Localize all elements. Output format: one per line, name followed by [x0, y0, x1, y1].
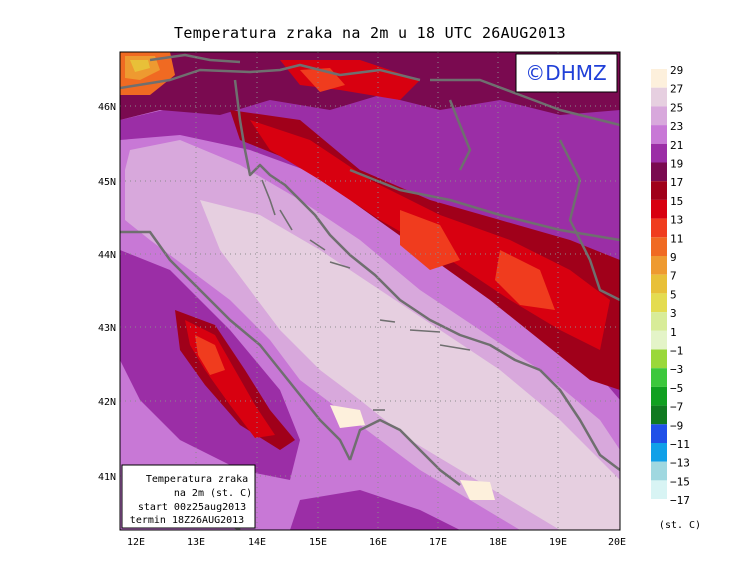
legend-swatch: [651, 368, 667, 387]
legend-label: 9: [670, 251, 677, 264]
legend-label: 1: [670, 326, 677, 339]
lon-label: 13E: [187, 537, 205, 548]
legend-swatch: [651, 256, 667, 275]
lat-label: 43N: [98, 323, 116, 334]
legend-label: −11: [670, 438, 690, 451]
longitude-axis: 12E 13E 14E 15E 16E 17E 18E 19E 20E: [127, 537, 626, 548]
legend-label: −9: [670, 419, 683, 432]
dhmz-logo: ©DHMZ: [515, 53, 618, 93]
legend-swatch: [651, 293, 667, 313]
lon-label: 17E: [429, 537, 447, 548]
legend-swatch: [651, 349, 667, 369]
legend-label: 7: [670, 270, 677, 283]
legend-unit: (st. C): [659, 520, 701, 531]
legend-swatch: [651, 443, 667, 462]
lon-label: 16E: [369, 537, 387, 548]
legend-label: 25: [670, 101, 683, 114]
legend-swatch: [651, 181, 667, 200]
lon-label: 20E: [608, 537, 626, 548]
lon-label: 14E: [248, 537, 266, 548]
legend-swatch: [651, 162, 667, 182]
info-box: Temperatura zraka na 2m (st. C) start 00…: [121, 464, 256, 529]
legend-label: −3: [670, 363, 683, 376]
info-line-1: Temperatura zraka: [146, 474, 248, 485]
lat-label: 42N: [98, 397, 116, 408]
legend-swatch: [651, 405, 667, 425]
legend-label: 19: [670, 158, 683, 171]
legend-label: −5: [670, 382, 683, 395]
legend-label: 29: [670, 64, 683, 77]
legend-swatch: [651, 237, 667, 256]
legend-label: 5: [670, 288, 677, 301]
legend-label: 23: [670, 120, 683, 133]
lat-label: 45N: [98, 177, 116, 188]
legend-label: 27: [670, 83, 683, 96]
legend-label: 11: [670, 232, 683, 245]
lat-label: 46N: [98, 102, 116, 113]
logo-text: ©DHMZ: [525, 61, 606, 85]
info-line-3: start 00z25aug2013: [138, 502, 246, 513]
info-line-2: na 2m (st. C): [174, 488, 252, 499]
legend-swatch: [651, 87, 667, 107]
legend-swatch: [651, 461, 667, 481]
legend-swatch: [651, 274, 667, 294]
lon-label: 19E: [549, 537, 567, 548]
legend-swatch: [651, 480, 667, 500]
legend-swatch: [651, 424, 667, 443]
legend-label: −13: [670, 457, 690, 470]
lat-label: 41N: [98, 472, 116, 483]
temperature-field: [120, 52, 620, 530]
map-frame: [119, 51, 621, 531]
info-line-4: termin 18Z26AUG2013: [130, 515, 244, 526]
legend-swatch: [651, 125, 667, 144]
legend-swatch: [651, 312, 667, 331]
lon-label: 18E: [489, 537, 507, 548]
legend-label: 17: [670, 176, 683, 189]
lon-label: 15E: [309, 537, 327, 548]
legend-label: −15: [670, 475, 690, 488]
legend-label: 21: [670, 139, 683, 152]
legend-swatch: [651, 199, 667, 219]
latitude-axis: 46N 45N 44N 43N 42N 41N: [98, 102, 116, 483]
map-title: Temperatura zraka na 2m u 18 UTC 26AUG20…: [174, 24, 566, 42]
legend-swatch: [651, 143, 667, 163]
color-legend: 29 27 25 23 21 19 17 15 13 11 9 7 5 3 1 −1 −3 −5 −7 −9 −11 −1…: [651, 64, 690, 518]
legend-label: 3: [670, 307, 677, 320]
legend-label: −1: [670, 345, 683, 358]
legend-label: 13: [670, 214, 683, 227]
legend-swatch: [651, 499, 667, 518]
legend-swatch: [651, 69, 667, 88]
legend-swatch: [651, 218, 667, 238]
lon-label: 12E: [127, 537, 145, 548]
legend-swatch: [651, 106, 667, 126]
lat-label: 44N: [98, 250, 116, 261]
legend-label: −7: [670, 401, 683, 414]
legend-swatch: [651, 330, 667, 350]
legend-label: −17: [670, 494, 690, 507]
legend-swatch: [651, 386, 667, 406]
legend-label: 15: [670, 195, 683, 208]
